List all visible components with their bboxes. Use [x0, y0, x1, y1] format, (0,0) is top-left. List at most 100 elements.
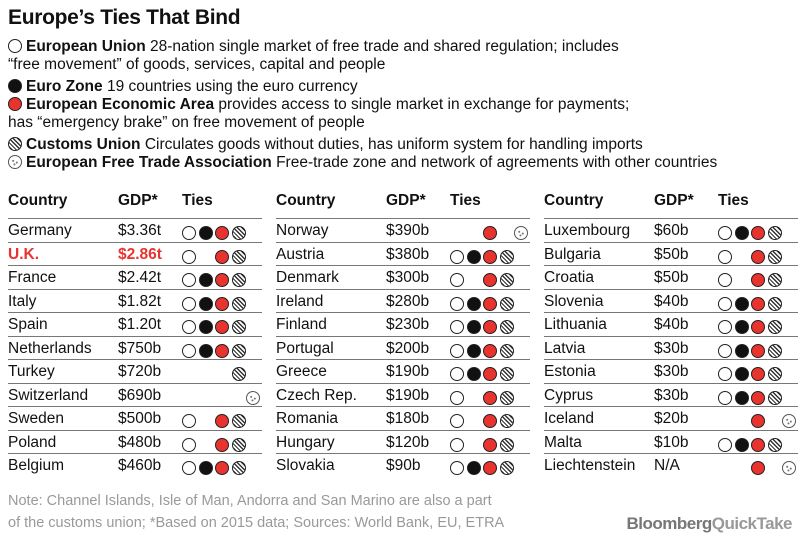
- eea-dot-icon: [215, 249, 229, 264]
- eea-dot-icon: [751, 249, 765, 264]
- eu-dot-icon: [450, 343, 464, 358]
- logo-text: Bloomberg: [626, 514, 713, 533]
- efta-dot-icon: [782, 461, 796, 475]
- country-name: Germany: [8, 222, 72, 239]
- eea-dot-icon: [751, 367, 765, 381]
- ez-dot-icon: [199, 343, 213, 358]
- eea-dot-icon: [215, 320, 229, 334]
- country-name: Slovakia: [276, 457, 335, 474]
- country-name: Poland: [8, 433, 57, 451]
- eu-dot-icon: [182, 320, 196, 334]
- eu-dot-icon: [182, 296, 196, 311]
- cu-dot-icon: [500, 320, 514, 334]
- gdp-value: $500b: [118, 410, 162, 427]
- eu-dot-icon: [182, 437, 196, 452]
- eea-dot-icon: [751, 437, 765, 452]
- table-row: Romania $180b: [276, 406, 530, 430]
- cu-dot-icon: [768, 273, 782, 287]
- eu-dot-icon: [450, 390, 464, 405]
- table-row: Netherlands $750b: [8, 335, 262, 360]
- ez-dot-icon: [199, 226, 213, 240]
- eu-dot-icon: [182, 461, 196, 475]
- eea-dot-icon: [483, 343, 497, 358]
- eea-dot-icon: [483, 320, 497, 334]
- gdp-value: $720b: [118, 363, 162, 380]
- gdp-value: $750b: [118, 339, 162, 357]
- country-name: Liechtenstein: [544, 457, 636, 474]
- cu-dot-icon: [500, 367, 514, 381]
- table-row: Turkey $720b: [8, 359, 262, 383]
- gdp-value: $120b: [386, 433, 430, 451]
- eea-dot-icon: [483, 414, 497, 428]
- legend-item-ez: Euro Zone 19 countries using the euro cu…: [8, 78, 358, 96]
- legend-name: European Free Trade Association: [26, 154, 272, 171]
- legend-item-eu: European Union 28-nation single market o…: [8, 38, 619, 56]
- gdp-value: $460b: [118, 457, 162, 474]
- table-row: Spain $1.20t: [8, 312, 262, 336]
- gdp-value: $190b: [386, 363, 430, 380]
- legend-ez-icon: [8, 79, 22, 93]
- country-name: Romania: [276, 410, 339, 427]
- eea-dot-icon: [215, 273, 229, 287]
- cu-dot-icon: [500, 414, 514, 428]
- cu-dot-icon: [768, 343, 782, 358]
- ez-dot-icon: [467, 249, 481, 264]
- table-row: Bulgaria $50b: [544, 241, 798, 266]
- table-row: Slovakia $90b: [276, 453, 530, 477]
- country-name: Iceland: [544, 410, 594, 427]
- cu-dot-icon: [232, 320, 246, 334]
- cu-dot-icon: [500, 437, 514, 452]
- legend-desc: provides access to single market in exch…: [218, 96, 630, 113]
- eea-dot-icon: [751, 414, 765, 428]
- eu-dot-icon: [182, 343, 196, 358]
- eu-dot-icon: [182, 273, 196, 287]
- table-header: Country GDP* Ties: [8, 188, 262, 218]
- country-name: Turkey: [8, 363, 55, 380]
- eea-dot-icon: [215, 461, 229, 475]
- table-header: Country GDP* Ties: [276, 188, 530, 218]
- cu-dot-icon: [500, 273, 514, 287]
- eu-dot-icon: [450, 437, 464, 452]
- eea-dot-icon: [751, 320, 765, 334]
- eea-dot-icon: [751, 461, 765, 475]
- table-row: Iceland $20b: [544, 406, 798, 430]
- gdp-value: $30b: [654, 363, 689, 380]
- eu-dot-icon: [718, 249, 732, 264]
- eea-dot-icon: [483, 296, 497, 311]
- legend-desc: Free-trade zone and network of agreement…: [276, 154, 718, 171]
- note-line: Note: Channel Islands, Isle of Man, Ando…: [8, 493, 492, 509]
- gdp-value: $50b: [654, 245, 689, 263]
- gdp-value: $1.20t: [118, 316, 162, 333]
- country-name: Ireland: [276, 292, 324, 310]
- ez-dot-icon: [467, 296, 481, 311]
- header-gdp: GDP*: [654, 192, 694, 209]
- gdp-value: $90b: [386, 457, 421, 474]
- eea-dot-icon: [483, 437, 497, 452]
- country-name: Italy: [8, 292, 37, 310]
- table-row: Malta $10b: [544, 429, 798, 454]
- table-column: Country GDP* Ties Norway $390b Austria $380b De…: [276, 188, 530, 477]
- legend-item-eea: European Economic Area provides access t…: [8, 96, 629, 114]
- ez-dot-icon: [467, 461, 481, 475]
- eu-dot-icon: [718, 296, 732, 311]
- table-column: Country GDP* Ties Germany $3.36t U.K. $2.86t Fr…: [8, 188, 262, 477]
- eea-dot-icon: [215, 414, 229, 428]
- legend-desc: Circulates goods without duties, has uni…: [144, 136, 643, 153]
- eea-dot-icon: [751, 273, 765, 287]
- cu-dot-icon: [232, 249, 246, 264]
- cu-dot-icon: [768, 390, 782, 405]
- legend-efta-icon: [8, 155, 22, 169]
- header-country: Country: [544, 192, 604, 209]
- table-row: Slovenia $40b: [544, 288, 798, 313]
- country-name: Czech Rep.: [276, 386, 357, 404]
- ez-dot-icon: [467, 320, 481, 334]
- country-name: Croatia: [544, 269, 594, 286]
- legend-item-efta: European Free Trade Association Free-tra…: [8, 154, 717, 172]
- eu-dot-icon: [718, 226, 732, 240]
- ez-dot-icon: [467, 367, 481, 381]
- table-row: Lithuania $40b: [544, 312, 798, 336]
- table-row: Ireland $280b: [276, 288, 530, 313]
- eu-dot-icon: [450, 320, 464, 334]
- cu-dot-icon: [500, 390, 514, 405]
- country-name: Bulgaria: [544, 245, 601, 263]
